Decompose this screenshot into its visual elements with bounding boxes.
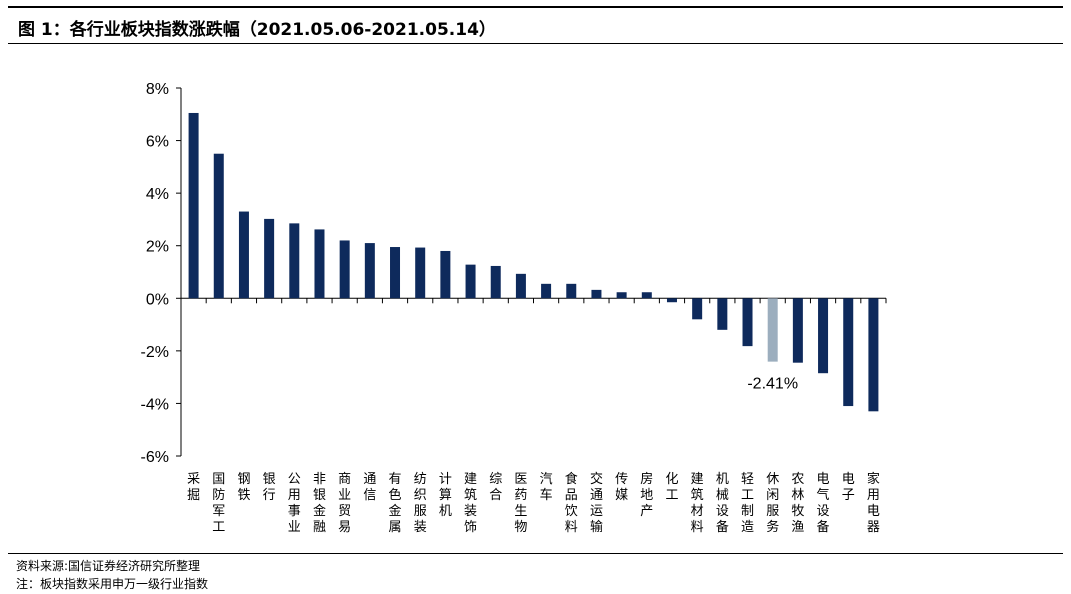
bar [641, 292, 652, 299]
bar [339, 240, 350, 299]
source-note: 资料来源:国信证券经济研究所整理 [16, 559, 201, 573]
category-label: 纺织服装 [414, 472, 427, 535]
bar [742, 298, 753, 347]
y-tick-label: 0% [146, 291, 169, 308]
bar [390, 247, 401, 299]
category-label: 计算机 [439, 472, 452, 519]
category-label: 电气设备 [817, 472, 830, 535]
footer-rule [8, 553, 1063, 554]
category-label: 商业贸易 [338, 472, 351, 535]
category-label: 家用电器 [867, 471, 880, 535]
category-label: 机械设备 [716, 472, 729, 535]
bar [666, 298, 677, 303]
category-label: 有色金属 [389, 472, 402, 535]
category-label: 轻工制造 [741, 472, 754, 535]
bar [515, 273, 526, 299]
category-label: 钢铁 [237, 472, 250, 503]
title-bar: 图 1：各行业板块指数涨跌幅（2021.05.06-2021.05.14） [8, 6, 1063, 44]
bar-chart: 8% 6% 4% 2% 0% -2% -4% -6% 采掘国防军工钢铁银行公用事业非银金融商业贸… [141, 81, 887, 535]
category-label: 食品饮料 [565, 471, 578, 535]
category-label: 综合 [489, 472, 502, 503]
category-label: 传媒 [615, 472, 628, 503]
y-tick-label: 6% [146, 134, 169, 151]
bar [566, 283, 577, 299]
bar [490, 265, 501, 299]
bar [692, 298, 703, 320]
y-tick-label: -4% [141, 396, 169, 413]
category-label: 建筑装饰 [464, 472, 477, 535]
bar [465, 264, 476, 299]
chart-area: 8% 6% 4% 2% 0% -2% -4% -6% 采掘 国防军工 钢铁 银行 公用事业 非银金融 商业贸… [0, 44, 1071, 554]
category-label: 休闲服务 [766, 472, 779, 535]
index-note: 注：板块指数采用申万一级行业指数 [16, 577, 209, 591]
category-label: 化工 [665, 472, 678, 503]
category-label: 房地产 [640, 471, 653, 519]
bar [289, 223, 300, 299]
category-label: 公用事业 [288, 472, 301, 535]
bar [868, 298, 879, 412]
category-label: 交通运输 [590, 471, 603, 535]
bar [213, 153, 224, 299]
bar [818, 298, 829, 374]
category-label: 非银金融 [313, 472, 326, 535]
bar [616, 292, 627, 299]
data-label: -2.41% [747, 376, 798, 393]
bar [717, 298, 728, 330]
bar [314, 229, 325, 299]
bar [767, 298, 778, 362]
category-label: 电子 [842, 472, 855, 503]
bar [188, 112, 199, 299]
bar [415, 247, 426, 299]
category-label: 医药生物 [514, 472, 527, 535]
category-label: 采掘 [187, 472, 200, 503]
figure-title: 图 1：各行业板块指数涨跌幅（2021.05.06-2021.05.14） [18, 20, 496, 40]
bar [440, 250, 451, 299]
category-label: 国防军工 [212, 472, 225, 535]
y-tick-label: 2% [146, 239, 169, 256]
category-label: 银行 [263, 472, 276, 503]
category-label: 建筑材料 [691, 472, 704, 535]
bar [238, 211, 249, 299]
bar [792, 298, 803, 363]
y-tick-label: 4% [146, 186, 169, 203]
y-tick-label: -6% [141, 449, 169, 466]
y-tick-label: -2% [141, 344, 169, 361]
category-label: 通信 [363, 472, 376, 503]
bar [364, 243, 375, 299]
bar [591, 289, 602, 299]
y-tick-label: 8% [146, 81, 169, 98]
bar [264, 218, 275, 299]
category-label: 农林牧渔 [791, 472, 804, 535]
category-label: 汽车 [540, 472, 553, 503]
bar [843, 298, 854, 407]
bar [541, 283, 552, 299]
